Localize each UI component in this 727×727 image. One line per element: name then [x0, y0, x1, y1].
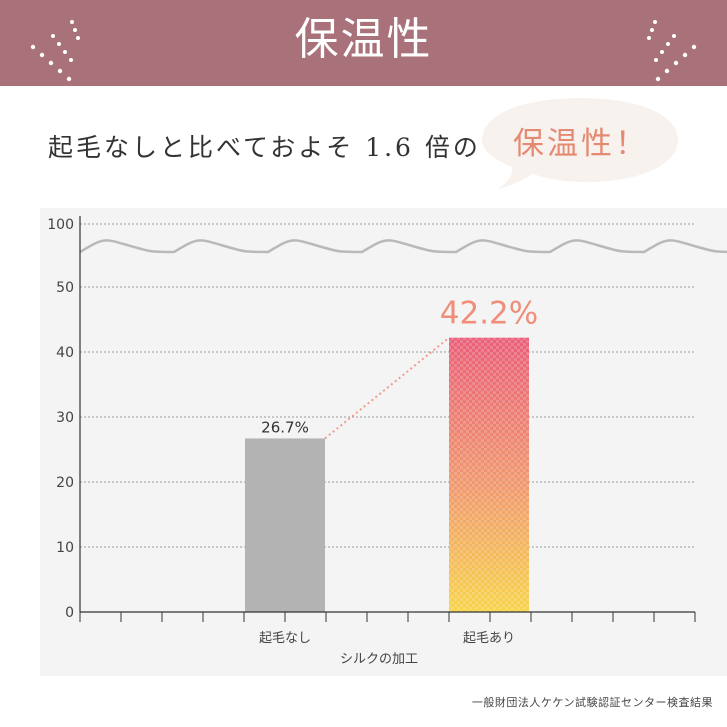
speech-bubble-icon [482, 98, 678, 189]
header-banner: 保温性 [0, 0, 727, 86]
y-tick-label: 50 [56, 280, 74, 296]
bar-value-label: 42.2% [440, 296, 538, 332]
sparkle-left-icon [30, 20, 80, 82]
x-category-label: 起毛なし [259, 631, 311, 646]
y-tick-label: 30 [56, 410, 74, 426]
bar-value-label: 26.7% [261, 418, 309, 436]
connector-line [324, 336, 450, 440]
y-tick-label: 10 [56, 540, 74, 556]
y-tick-label: 0 [65, 605, 74, 621]
page-title: 保温性 [294, 14, 433, 65]
y-tick-label: 40 [56, 345, 74, 361]
axis-break-wave [79, 239, 727, 254]
y-tick-label: 20 [56, 475, 74, 491]
x-axis-label: シルクの加工 [340, 652, 418, 667]
headline-text: 起毛なしと比べておよそ 1.6 倍の [48, 133, 481, 162]
bar-plain [245, 438, 325, 612]
sparkle-right-icon [647, 20, 697, 82]
speech-bubble-text: 保温性！ [513, 126, 649, 162]
source-footnote: 一般財団法人ケケン試験認証センター検査結果 [471, 696, 713, 709]
y-tick-label: 100 [47, 217, 74, 233]
x-category-label: 起毛あり [463, 631, 515, 646]
bar-highlight-texture [449, 337, 529, 612]
